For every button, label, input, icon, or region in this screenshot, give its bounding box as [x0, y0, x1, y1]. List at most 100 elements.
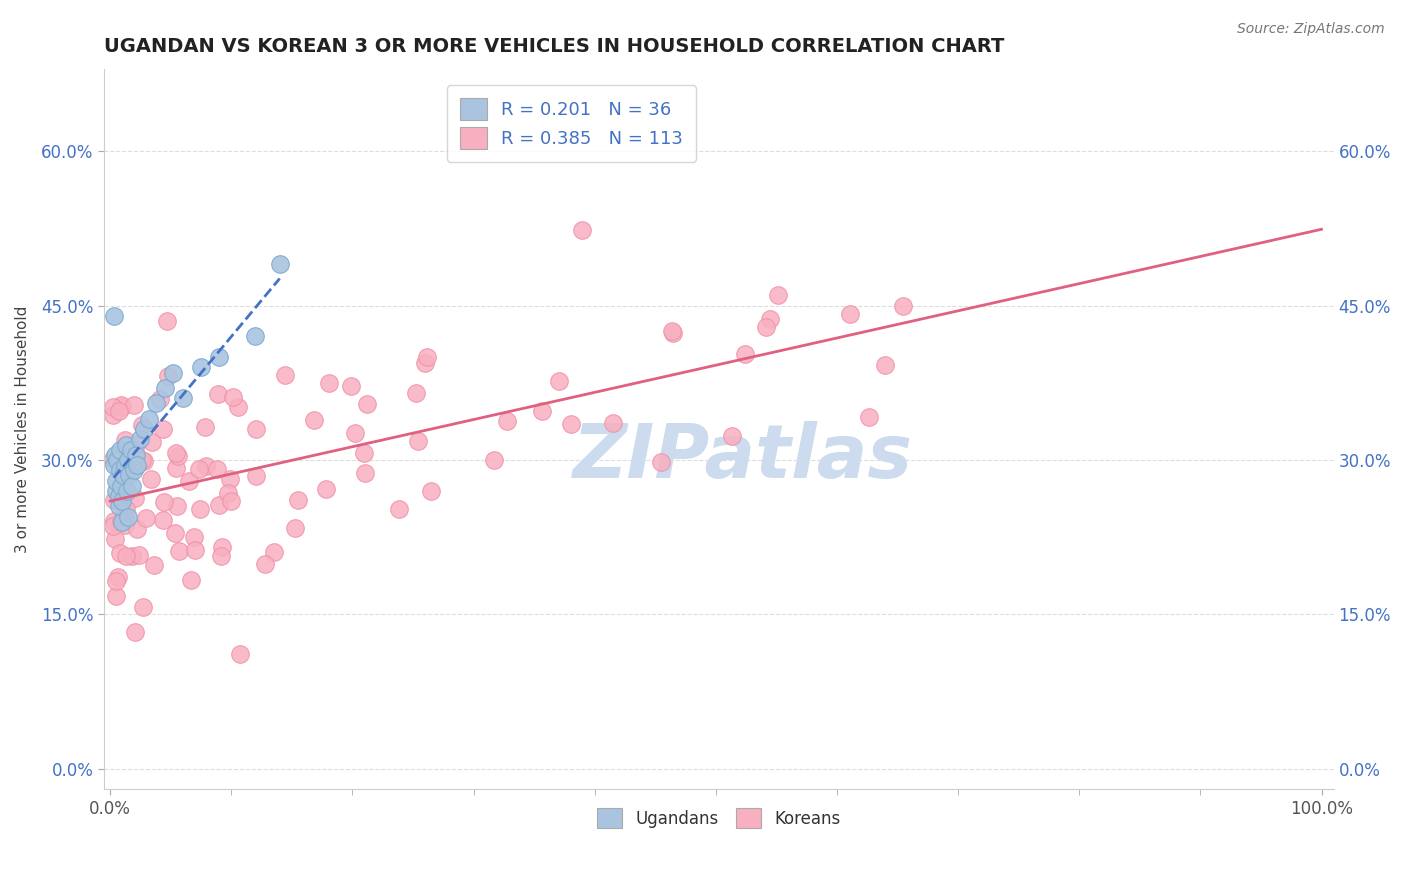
Point — [229, 648, 252, 662]
Point — [124, 463, 146, 477]
Point — [115, 483, 138, 498]
Point — [105, 451, 128, 466]
Point — [117, 453, 139, 467]
Point — [194, 458, 217, 473]
Point — [107, 500, 129, 514]
Point — [101, 409, 124, 423]
Point — [127, 522, 149, 536]
Point — [111, 494, 134, 508]
Point — [120, 442, 142, 457]
Point — [107, 569, 129, 583]
Point — [245, 422, 267, 436]
Point — [105, 483, 128, 498]
Point — [207, 498, 229, 512]
Point — [114, 433, 136, 447]
Point — [104, 448, 127, 462]
Point — [111, 480, 134, 494]
Point — [141, 472, 163, 486]
Point — [318, 376, 340, 390]
Text: ZIPatlas: ZIPatlas — [574, 421, 914, 494]
Point — [661, 326, 683, 340]
Point — [132, 599, 155, 614]
Point — [110, 478, 132, 492]
Y-axis label: 3 or more Vehicles in Household: 3 or more Vehicles in Household — [15, 305, 30, 553]
Point — [103, 309, 125, 323]
Point — [188, 502, 211, 516]
Point — [103, 458, 125, 472]
Point — [302, 412, 325, 426]
Point — [344, 425, 367, 440]
Point — [734, 347, 756, 361]
Point — [131, 417, 153, 432]
Point — [101, 452, 124, 467]
Point — [172, 391, 194, 405]
Point — [110, 514, 132, 528]
Point — [496, 414, 519, 428]
Point — [219, 494, 242, 508]
Point — [165, 526, 187, 541]
Point — [207, 387, 229, 401]
Point — [114, 517, 136, 532]
Point — [219, 472, 242, 486]
Point — [112, 508, 135, 523]
Point — [131, 453, 153, 467]
Point — [121, 478, 143, 492]
Point — [108, 404, 131, 418]
Point — [209, 549, 232, 563]
Point — [315, 482, 337, 496]
Point — [194, 419, 217, 434]
Point — [406, 434, 429, 448]
Point — [125, 438, 148, 452]
Point — [149, 392, 172, 407]
Point — [166, 499, 188, 513]
Point — [105, 474, 128, 488]
Point — [152, 513, 174, 527]
Point — [420, 484, 443, 499]
Point — [858, 410, 880, 425]
Point — [103, 493, 125, 508]
Point — [875, 358, 897, 372]
Point — [180, 573, 202, 587]
Point — [284, 521, 307, 535]
Point — [111, 400, 134, 414]
Point — [112, 468, 135, 483]
Point — [245, 469, 267, 483]
Point — [115, 502, 138, 516]
Point — [108, 546, 131, 560]
Point — [122, 452, 145, 467]
Point — [162, 366, 184, 380]
Point — [156, 369, 179, 384]
Point — [269, 257, 291, 271]
Point — [758, 312, 780, 326]
Point — [560, 417, 582, 432]
Point — [124, 448, 146, 462]
Point — [167, 544, 190, 558]
Point — [118, 468, 141, 483]
Point — [128, 548, 150, 562]
Point — [208, 350, 231, 364]
Point — [122, 399, 145, 413]
Point — [108, 463, 131, 477]
Point — [766, 288, 789, 302]
Point — [110, 398, 132, 412]
Point — [356, 396, 378, 410]
Point — [138, 412, 160, 426]
Point — [482, 452, 505, 467]
Point — [125, 458, 148, 472]
Point — [124, 491, 146, 505]
Point — [114, 510, 136, 524]
Point — [183, 530, 205, 544]
Point — [153, 381, 176, 395]
Point — [156, 313, 179, 327]
Point — [353, 446, 375, 460]
Point — [108, 442, 131, 457]
Point — [125, 458, 148, 473]
Point — [114, 458, 136, 472]
Point — [115, 549, 138, 563]
Point — [117, 467, 139, 482]
Point — [124, 624, 146, 639]
Point — [571, 223, 593, 237]
Point — [253, 557, 276, 571]
Point — [153, 495, 176, 509]
Point — [167, 450, 190, 464]
